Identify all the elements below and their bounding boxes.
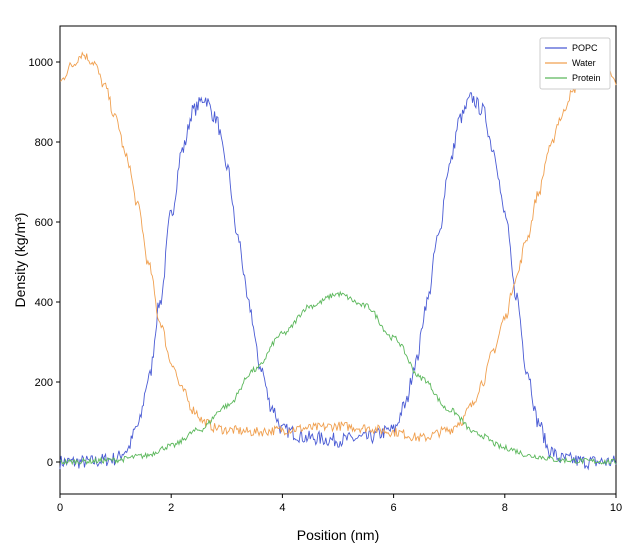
y-tick-label: 600 — [35, 217, 53, 229]
legend-label: POPC — [572, 43, 598, 53]
x-tick-label: 10 — [610, 502, 622, 514]
y-tick-label: 400 — [35, 297, 53, 309]
y-tick-label: 800 — [35, 137, 53, 149]
series-line-popc — [59, 92, 617, 471]
legend-label: Protein — [572, 73, 601, 83]
series-layer — [59, 51, 617, 471]
y-ticks: 0 200 400 600 800 1000 — [29, 57, 60, 469]
x-tick-label: 6 — [391, 502, 397, 514]
y-tick-label: 1000 — [29, 57, 53, 69]
x-tick-label: 8 — [502, 502, 508, 514]
x-ticks: 0 2 4 6 8 10 — [57, 494, 622, 514]
x-tick-label: 0 — [57, 502, 63, 514]
x-axis-title: Position (nm) — [297, 527, 379, 543]
x-tick-label: 2 — [168, 502, 174, 514]
x-tick-label: 4 — [279, 502, 285, 514]
legend-box — [539, 37, 611, 90]
y-tick-label: 200 — [35, 377, 53, 389]
plot-area — [59, 25, 617, 495]
legend: POPC Water Protein — [539, 37, 611, 90]
series-line-water — [59, 51, 617, 443]
y-axis-title: Density (kg/m³) — [12, 213, 28, 308]
series-line-protein — [59, 290, 617, 466]
y-tick-label: 0 — [47, 457, 53, 469]
legend-label: Water — [572, 58, 596, 68]
